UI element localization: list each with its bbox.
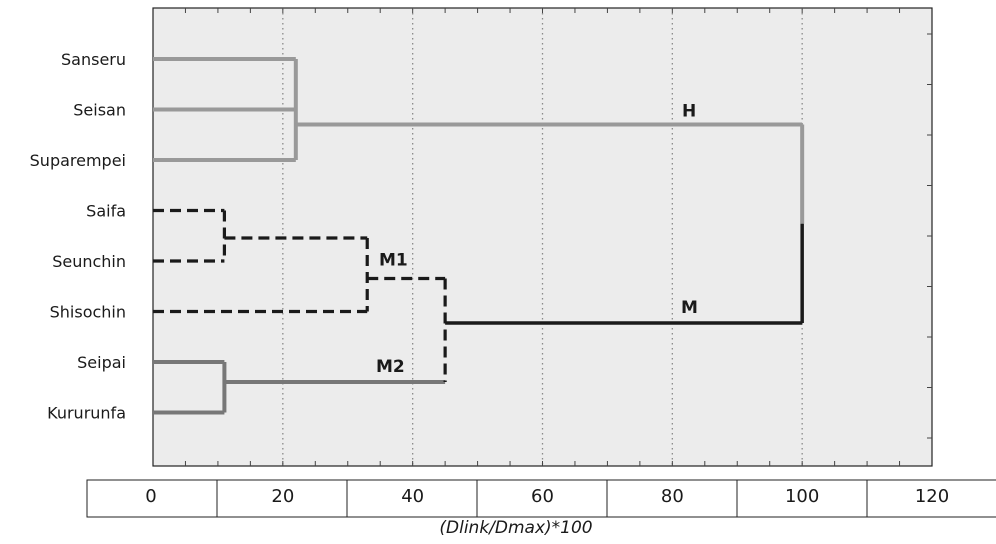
cluster-label-m: M <box>681 298 698 318</box>
leaf-label-saifa: Saifa <box>86 202 126 221</box>
x-axis: 0 20 40 60 80 100 120 <box>86 479 996 518</box>
leaf-label-seisan: Seisan <box>73 101 126 120</box>
x-tick-cell-40 <box>346 479 478 518</box>
cluster-label-m1: M1 <box>379 251 408 271</box>
leaf-label-kururunfa: Kururunfa <box>47 404 126 423</box>
x-tick-cell-100 <box>736 479 868 518</box>
leaf-label-sanseru: Sanseru <box>61 50 126 69</box>
x-axis-title: (Dlink/Dmax)*100 <box>439 518 592 538</box>
x-tick-label-60: 60 <box>531 486 554 507</box>
minor-ticks <box>184 8 932 466</box>
x-tick-label-40: 40 <box>401 486 424 507</box>
dendrogram-links <box>153 57 805 415</box>
x-tick-label-100: 100 <box>785 486 819 507</box>
cluster-label-m2: M2 <box>376 357 405 377</box>
leaf-label-suparempei: Suparempei <box>30 151 126 170</box>
leaf-labels: Sanseru Seisan Suparempei Saifa Seunchin Shis… <box>30 50 126 423</box>
x-tick-label-80: 80 <box>661 486 684 507</box>
cluster-labels: H M1 M M2 <box>376 102 698 378</box>
x-tick-cell-0 <box>86 479 218 518</box>
x-tick-label-0: 0 <box>145 486 156 507</box>
x-tick-cell-120 <box>866 479 996 518</box>
plot-background <box>152 7 933 467</box>
x-tick-label-20: 20 <box>271 486 294 507</box>
x-tick-label-120: 120 <box>915 486 949 507</box>
leaf-label-seunchin: Seunchin <box>52 252 126 271</box>
gridlines <box>282 8 803 466</box>
x-tick-cell-20 <box>216 479 348 518</box>
x-tick-cell-80 <box>606 479 738 518</box>
cluster-label-h: H <box>682 102 696 122</box>
leaf-label-seipai: Seipai <box>77 353 126 372</box>
leaf-label-shisochin: Shisochin <box>50 303 126 322</box>
